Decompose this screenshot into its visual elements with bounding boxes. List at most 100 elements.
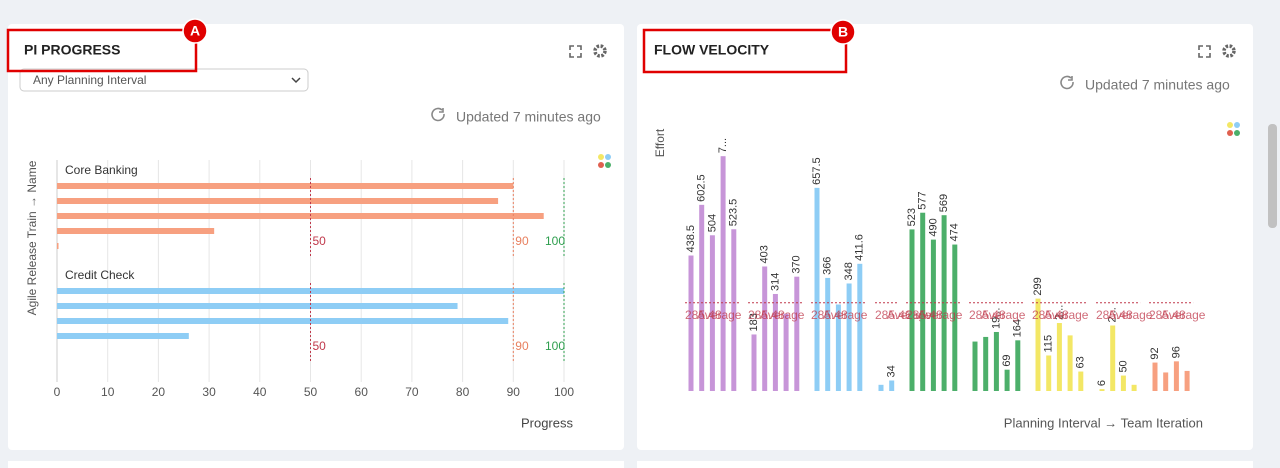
bar — [1120, 375, 1126, 391]
value-label: 19... — [990, 308, 1002, 329]
y-axis-label: Agile Release Train → Name — [25, 160, 39, 315]
bar — [688, 255, 694, 391]
value-label: 474 — [949, 223, 961, 241]
average-label: Average — [823, 308, 868, 322]
expand-icon[interactable] — [569, 45, 582, 58]
reference-label: 50 — [313, 234, 327, 248]
bar — [857, 263, 863, 391]
bar — [57, 333, 189, 339]
value-label: 314 — [769, 273, 781, 291]
value-label: 2... — [1107, 307, 1119, 322]
x-tick-label: 40 — [253, 385, 267, 399]
bar — [1163, 372, 1169, 391]
bar — [878, 384, 884, 391]
chevron — [291, 77, 301, 84]
average-value: 285.48 — [969, 308, 1006, 322]
x-tick-label: 70 — [405, 385, 419, 399]
bar — [57, 213, 544, 219]
dropdown[interactable] — [19, 68, 309, 92]
x-tick-label: 10 — [101, 385, 115, 399]
x-tick-label: 90 — [507, 385, 521, 399]
refresh-icon[interactable] — [1060, 75, 1074, 90]
x-tick-label: 100 — [554, 385, 574, 399]
bar — [1046, 355, 1052, 391]
badge — [830, 19, 856, 45]
bar — [720, 156, 726, 391]
panel — [8, 24, 624, 450]
bar — [1173, 361, 1179, 391]
value-label: 299 — [1032, 277, 1044, 295]
legend-icon[interactable] — [1227, 122, 1240, 136]
value-label: 569 — [938, 194, 950, 212]
value-label: 523.5 — [728, 199, 740, 227]
x-tick-label: 80 — [456, 385, 470, 399]
reference-label: 90 — [515, 339, 529, 353]
bar — [709, 235, 715, 391]
settings-icon[interactable] — [1222, 44, 1236, 58]
settings-icon[interactable] — [593, 44, 607, 58]
bar — [1015, 340, 1021, 391]
value-label: 411.6 — [854, 234, 866, 261]
refresh-icon[interactable] — [431, 107, 445, 122]
x-axis-label: Progress — [521, 415, 574, 430]
average-value: 285.48 — [685, 308, 722, 322]
bar — [1004, 369, 1010, 391]
bar — [1078, 371, 1084, 391]
value-label: 577 — [917, 191, 929, 209]
y-axis-label: Effort — [653, 128, 667, 157]
expand-icon[interactable] — [1198, 45, 1211, 58]
bar — [57, 228, 215, 234]
value-label: 115 — [1043, 335, 1055, 353]
value-label: 164 — [1012, 319, 1024, 337]
average-value: 285.48 — [748, 308, 785, 322]
value-label: 50 — [1117, 360, 1129, 372]
bar — [1110, 325, 1116, 391]
bar — [751, 334, 757, 391]
bar — [772, 293, 778, 391]
bar — [762, 266, 768, 391]
bar — [972, 341, 978, 391]
bar — [920, 212, 926, 391]
value-label: 504 — [706, 214, 718, 232]
reference-label: 100 — [545, 234, 565, 248]
updated-text: Updated 7 minutes ago — [456, 109, 601, 125]
badge-label: A — [190, 23, 200, 39]
bar — [1056, 323, 1062, 391]
updated-text: Updated 7 minutes ago — [1085, 77, 1230, 93]
bar — [57, 183, 514, 189]
bar — [1152, 362, 1158, 391]
bar — [1184, 370, 1190, 391]
average-label: Average — [1161, 308, 1206, 322]
bar — [699, 204, 705, 391]
highlight-box — [6, 28, 198, 73]
bar — [57, 243, 59, 249]
bar — [57, 318, 509, 324]
bar — [941, 215, 947, 391]
panel-title: FLOW VELOCITY — [654, 42, 770, 58]
reference-label: 50 — [313, 339, 327, 353]
value-label: 523 — [906, 208, 918, 226]
legend-icon[interactable] — [598, 154, 611, 168]
value-label: 403 — [759, 245, 771, 263]
value-label: 490 — [927, 218, 939, 236]
value-label: 96 — [1170, 346, 1182, 358]
average-value: 285.48 — [906, 308, 943, 322]
panel — [8, 461, 624, 468]
bar — [1099, 389, 1105, 391]
average-label: Average — [760, 308, 805, 322]
bar — [993, 331, 999, 391]
value-label: 602.5 — [696, 174, 708, 202]
group-label: Credit Check — [65, 268, 135, 282]
average-value: 285.48 — [875, 308, 912, 322]
average-label: Average — [981, 308, 1026, 322]
scrollbar[interactable] — [1268, 124, 1277, 228]
bar — [1035, 298, 1041, 391]
average-value: 285.48 — [1149, 308, 1186, 322]
x-tick-label: 60 — [355, 385, 369, 399]
bar — [952, 244, 958, 391]
value-label: 63 — [1075, 356, 1087, 368]
bar — [930, 239, 936, 391]
x-tick-label: 30 — [202, 385, 216, 399]
value-label: 92 — [1149, 347, 1161, 359]
